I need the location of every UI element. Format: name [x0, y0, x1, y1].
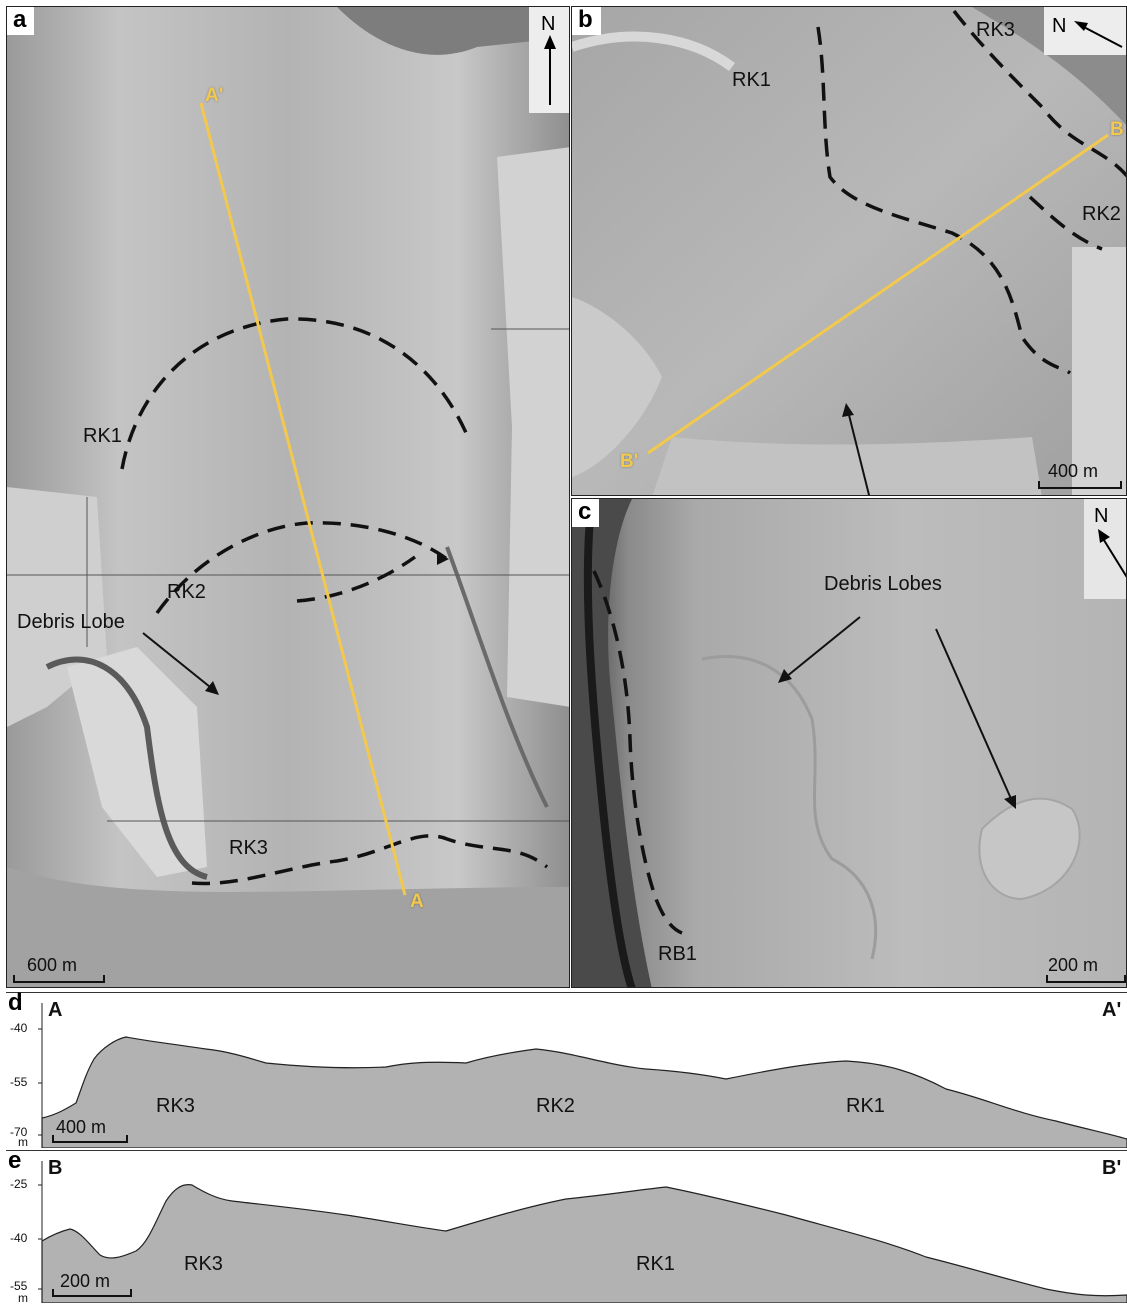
- scale-bar-c: 200 m: [1046, 955, 1126, 983]
- label-rk1-b: RK1: [732, 69, 771, 91]
- panel-a-letter: a: [7, 7, 35, 35]
- scale-label-a: 600 m: [27, 955, 78, 975]
- label-debris-lobes: Debris Lobes: [824, 573, 942, 595]
- label-rk1-a: RK1: [83, 425, 122, 447]
- profile-e-unit: m: [18, 1291, 28, 1305]
- profile-d-rk1: RK1: [846, 1095, 885, 1117]
- profile-e-rk3: RK3: [184, 1253, 223, 1275]
- north-arrow-b-icon: [1074, 21, 1123, 48]
- scale-bar-a-line: [13, 975, 105, 983]
- panel-c-map: c N Debris Lobes RB1 200 m: [571, 498, 1127, 988]
- panel-b-letter: b: [572, 7, 601, 35]
- scale-bar-a: 600 m: [13, 955, 105, 983]
- profile-e-tick-3: -55: [10, 1279, 28, 1293]
- scale-bar-e: 200 m: [52, 1271, 132, 1297]
- north-label-a: N: [541, 13, 556, 35]
- label-a-prime: A': [205, 85, 224, 106]
- label-rk2-a: RK2: [167, 581, 206, 603]
- profile-d-tick-3: -70: [10, 1125, 28, 1139]
- scale-bar-d: 400 m: [52, 1117, 128, 1143]
- profile-d: d A A' -40 -55 -70 m RK3 RK2 RK1 400 m: [6, 989, 1127, 1149]
- label-rk3-a: RK3: [229, 837, 268, 859]
- scale-label-b: 400 m: [1048, 461, 1099, 481]
- north-label-c: N: [1094, 505, 1109, 527]
- scale-bar-b: 400 m: [1038, 461, 1122, 489]
- profile-d-tick-1: -40: [10, 1021, 28, 1035]
- profile-e-rk1: RK1: [636, 1253, 675, 1275]
- profile-d-rk3: RK3: [156, 1095, 195, 1117]
- profile-e-chart: [38, 1161, 1127, 1303]
- panel-c-letter: c: [572, 499, 600, 527]
- north-arrow-c: N: [1084, 499, 1126, 599]
- north-arrow-b: N: [1044, 7, 1126, 55]
- label-b-prime: B': [620, 451, 639, 472]
- panel-c-terrain: [572, 499, 1126, 987]
- scale-label-c: 200 m: [1048, 955, 1099, 975]
- scale-bar-e-line: [52, 1289, 132, 1297]
- north-arrow-icon: [544, 35, 556, 105]
- label-rk2-b: RK2: [1082, 203, 1121, 225]
- label-b: B: [1110, 119, 1124, 140]
- panel-a-terrain: [7, 7, 569, 987]
- scale-label-d: 400 m: [56, 1117, 107, 1137]
- profile-e: e B B' -25 -40 -55 m RK3 RK1 200 m: [6, 1147, 1127, 1305]
- profile-d-tick-2: -55: [10, 1075, 28, 1089]
- profile-e-start: B: [48, 1157, 63, 1179]
- north-label-b: N: [1052, 15, 1067, 37]
- profile-d-start: A: [48, 999, 63, 1021]
- panel-b-map: b N RK3 RK1 RK2 B B' 400 m: [571, 6, 1127, 496]
- label-rb1: RB1: [658, 943, 697, 965]
- profile-d-unit: m: [18, 1135, 28, 1149]
- panel-b-terrain: [572, 7, 1126, 495]
- north-arrow-c-icon: [1098, 529, 1126, 578]
- profile-e-end: B': [1102, 1157, 1122, 1179]
- profile-d-chart: [38, 1003, 1127, 1148]
- profile-d-end: A': [1102, 999, 1122, 1021]
- label-debris-lobe: Debris Lobe: [17, 611, 125, 633]
- label-a: A: [410, 891, 424, 912]
- panel-e-letter: e: [8, 1147, 22, 1174]
- profile-d-rk2: RK2: [536, 1095, 575, 1117]
- scale-label-e: 200 m: [60, 1271, 111, 1291]
- north-arrow-a: N: [529, 7, 569, 113]
- profile-e-tick-2: -40: [10, 1231, 28, 1245]
- scale-bar-d-line: [52, 1135, 128, 1143]
- scale-bar-c-line: [1046, 975, 1126, 983]
- scale-bar-b-line: [1038, 481, 1122, 489]
- profile-e-tick-1: -25: [10, 1177, 28, 1191]
- panel-a-map: a N A' A RK1 RK2 Debris Lobe RK3 600 m: [6, 6, 570, 988]
- panel-d-letter: d: [8, 989, 23, 1016]
- label-rk3-b: RK3: [976, 19, 1015, 41]
